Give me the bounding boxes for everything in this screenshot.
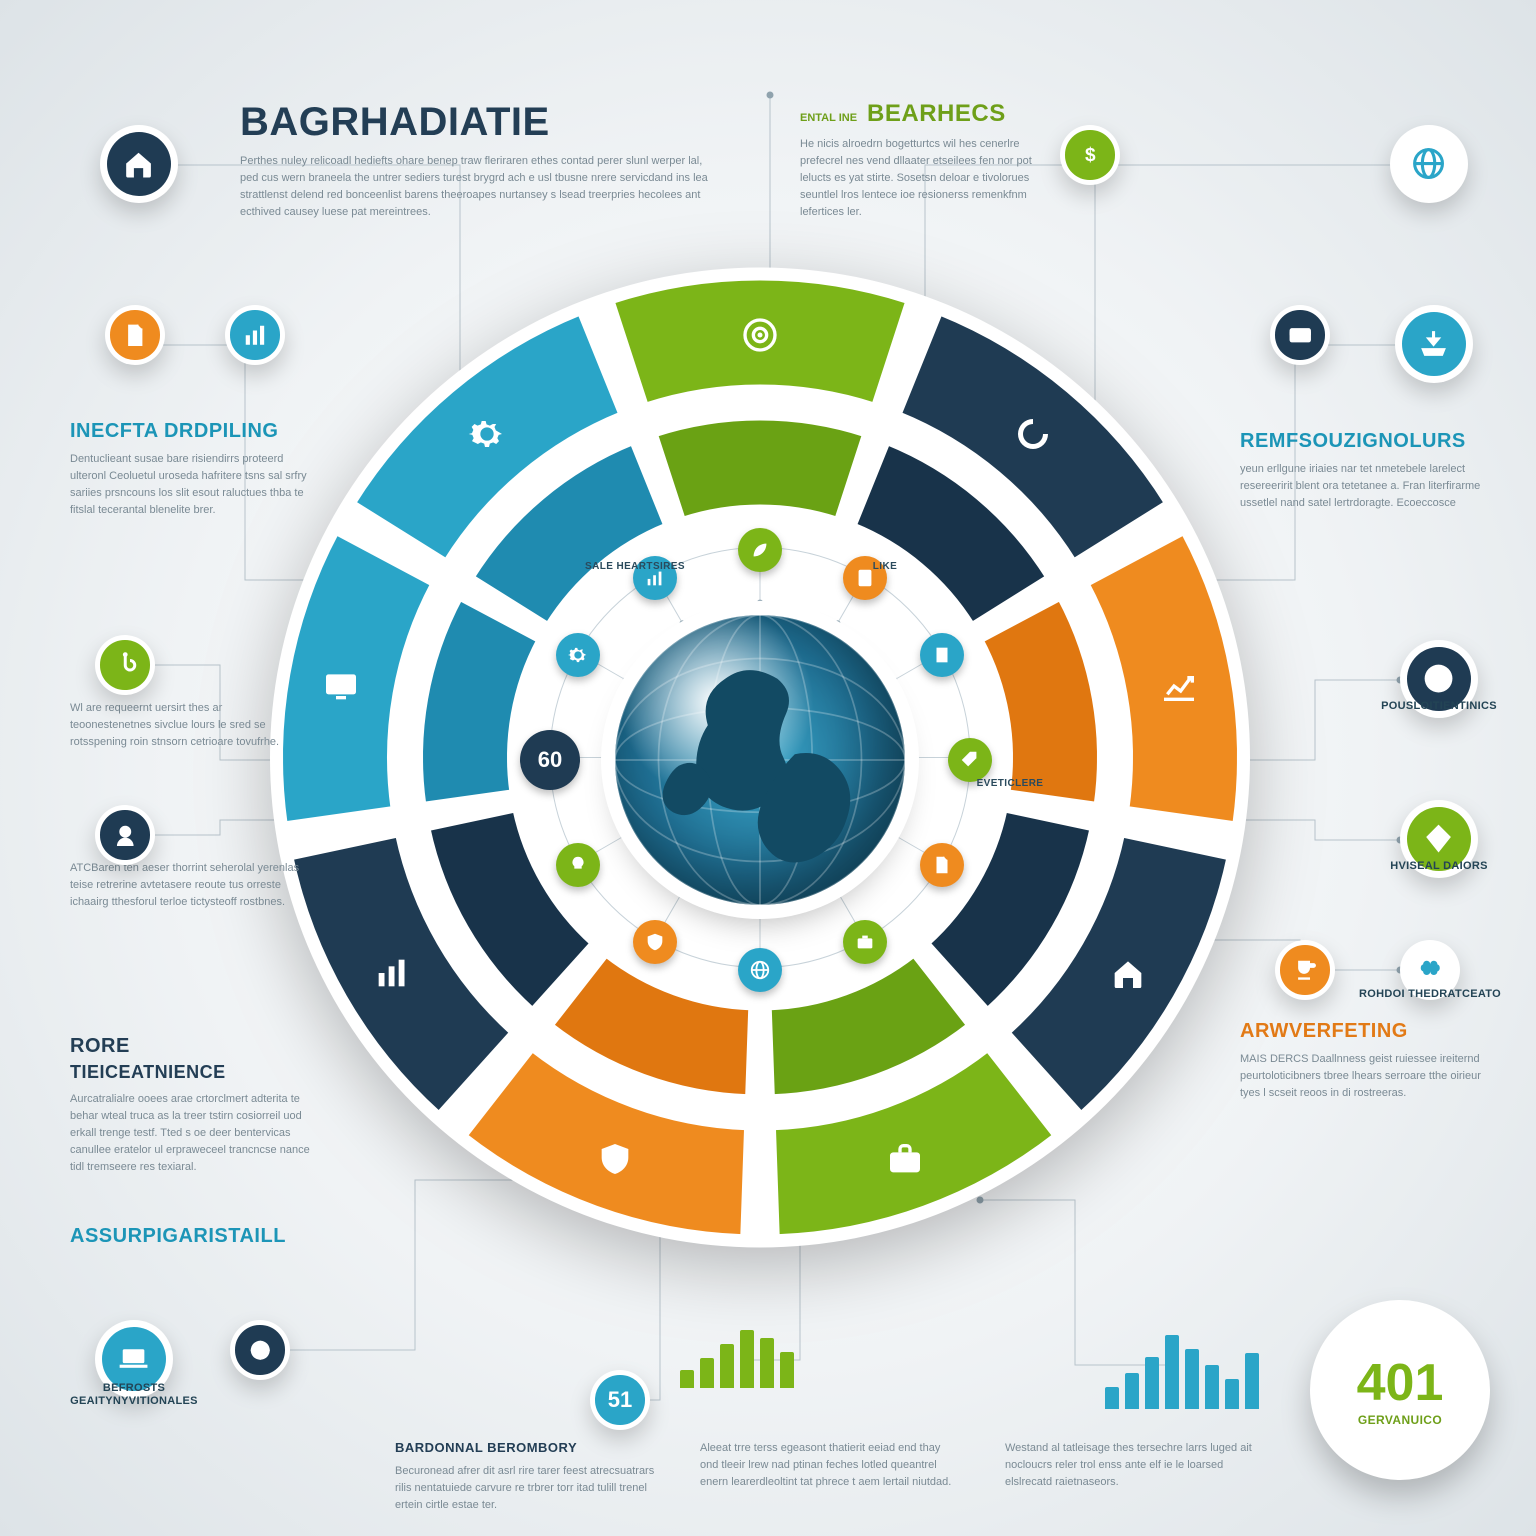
badge-cup-icon: [1275, 940, 1335, 1000]
badge-number-icon: 51: [590, 1370, 650, 1430]
bar: [700, 1358, 714, 1388]
bar: [780, 1352, 794, 1388]
text-block-l1: INECFTA DRDPILING Dentuclieant susae bare…: [70, 420, 320, 519]
orbit-tag-icon: [948, 738, 992, 782]
globe-center: [615, 615, 905, 905]
bar: [1185, 1349, 1199, 1409]
orbit-label: EVETICLERE: [950, 778, 1070, 790]
main-title: BAGRHADIATIE: [240, 100, 720, 145]
stat-label: GERVANUICO: [1358, 1413, 1442, 1427]
bar: [1125, 1373, 1139, 1409]
badge-globe2-icon: [230, 1320, 290, 1380]
block-title: ARWVERFETING: [1240, 1020, 1490, 1043]
block-title: RORE: [70, 1035, 320, 1058]
badge-globe-icon: [1390, 125, 1468, 203]
header-right-block: ENTAL INE BEARHECS He nicis alroedrn bog…: [800, 100, 1060, 221]
orbit-gear-icon: [556, 633, 600, 677]
infographic-canvas: BAGRHADIATIE Perthes nuley relicoadl hed…: [0, 0, 1536, 1536]
bar: [1165, 1335, 1179, 1409]
bottom-caption-2: Westand al tatleisage thes tersechre lar…: [1005, 1440, 1265, 1491]
badge-dollar-icon: [1060, 125, 1120, 185]
badge-caption: BEFROSTSGEAITYNYVITIONALES: [54, 1382, 214, 1408]
segment-bars-icon: [372, 953, 412, 993]
caption-title: BARDONNAL BEROMBORY: [395, 1440, 655, 1455]
block-body: Aurcatralialre ooees arae crtorclmert ad…: [70, 1091, 320, 1176]
header-right-title: BEARHECS: [867, 100, 1006, 128]
segment-gear-icon: [467, 414, 507, 454]
text-block-l3: ATCBaren ten aeser thorrint seherolal ye…: [70, 860, 300, 911]
segment-house-icon: [1108, 953, 1148, 993]
block-title: REMFSOUZIGNOLURS: [1240, 430, 1490, 453]
stat-circle: 401 GERVANUICO: [1310, 1300, 1490, 1480]
bar: [720, 1344, 734, 1388]
segment-swirl-icon: [1013, 414, 1053, 454]
header-title-block: BAGRHADIATIE Perthes nuley relicoadl hed…: [240, 100, 720, 221]
orbit-case-icon: [843, 920, 887, 964]
orbit-number-icon: 60: [520, 730, 580, 790]
block-body: Wl are requeernt uersirt thes ar teoones…: [70, 700, 300, 751]
block-body: MAIS DERCS Daallnness geist ruiessee ire…: [1240, 1051, 1490, 1102]
bar: [1145, 1357, 1159, 1409]
bar: [1205, 1365, 1219, 1409]
block-body: yeun erllgune iriaies nar tet nmetebele …: [1240, 461, 1490, 512]
badge-ship-icon: [1395, 305, 1473, 383]
block-body: Dentuclieant susae bare risiendirrs prot…: [70, 451, 320, 519]
segment-monitor-icon: [321, 666, 361, 706]
bar: [1245, 1353, 1259, 1409]
badge-bars-icon: [225, 305, 285, 365]
bar: [740, 1330, 754, 1388]
segment-briefcase-icon: [885, 1139, 925, 1179]
header-right-pre: ENTAL INE: [800, 112, 857, 124]
bar: [760, 1338, 774, 1388]
text-block-l2: Wl are requeernt uersirt thes ar teoones…: [70, 700, 300, 751]
orbit-building-icon: [920, 633, 964, 677]
orbit-doc-icon: [920, 843, 964, 887]
orbit-bulb-icon: [556, 843, 600, 887]
caption-body: Becuronead afrer dit asrl rire tarer fee…: [395, 1463, 655, 1514]
text-block-l4: RORE TIEICEATNIENCE Aurcatralialre ooees a…: [70, 1035, 320, 1176]
orbit-leaf-icon: [738, 528, 782, 572]
text-block-r1: REMFSOUZIGNOLURS yeun erllgune iriaies na…: [1240, 430, 1490, 512]
badge-card-icon: [1270, 305, 1330, 365]
segment-target-icon: [740, 315, 780, 355]
badge-hook-icon: [95, 635, 155, 695]
badge-head-icon: [95, 805, 155, 865]
segment-chart-up-icon: [1159, 666, 1199, 706]
caption-body: Aleeat trre terss egeasont thatierit eei…: [700, 1440, 960, 1491]
block-subtitle: TIEICEATNIENCE: [70, 1062, 320, 1083]
block-title: ASSURPIGARISTAILL: [70, 1225, 300, 1248]
main-title-body: Perthes nuley relicoadl hediefts ohare b…: [240, 153, 720, 221]
bar: [1105, 1387, 1119, 1409]
text-block-r2: ARWVERFETING MAIS DERCS Daallnness geist …: [1240, 1020, 1490, 1102]
badge-caption: POUSLOITIENTINICS: [1359, 700, 1519, 713]
badge-doc-icon: [105, 305, 165, 365]
bar: [680, 1370, 694, 1388]
block-body: ATCBaren ten aeser thorrint seherolal ye…: [70, 860, 300, 911]
text-block-l5: ASSURPIGARISTAILL: [70, 1225, 300, 1256]
bar: [1225, 1379, 1239, 1409]
bottom-caption-1: Aleeat trre terss egeasont thatierit eei…: [700, 1440, 960, 1491]
mini-bar-chart-right: [1105, 1335, 1259, 1409]
segment-shield-icon: [595, 1139, 635, 1179]
stat-value: 401: [1357, 1353, 1444, 1413]
mini-bar-chart-left: [680, 1330, 794, 1388]
caption-body: Westand al tatleisage thes tersechre lar…: [1005, 1440, 1265, 1491]
orbit-label: LIKE: [825, 561, 945, 573]
header-right-body: He nicis alroedrn bogetturtcs wil hes ce…: [800, 136, 1060, 221]
block-title: INECFTA DRDPILING: [70, 420, 320, 443]
orbit-globe-icon: [738, 948, 782, 992]
badge-house-icon: [100, 125, 178, 203]
orbit-label: SALE HEARTSIRES: [575, 561, 695, 573]
badge-caption: ROHDOI THEDRATCEATO: [1350, 988, 1510, 1001]
badge-caption: HVISEAL DAIORS: [1359, 860, 1519, 873]
bottom-caption-0: BARDONNAL BEROMBORY Becuronead afrer dit …: [395, 1440, 655, 1514]
orbit-shield-icon: [633, 920, 677, 964]
